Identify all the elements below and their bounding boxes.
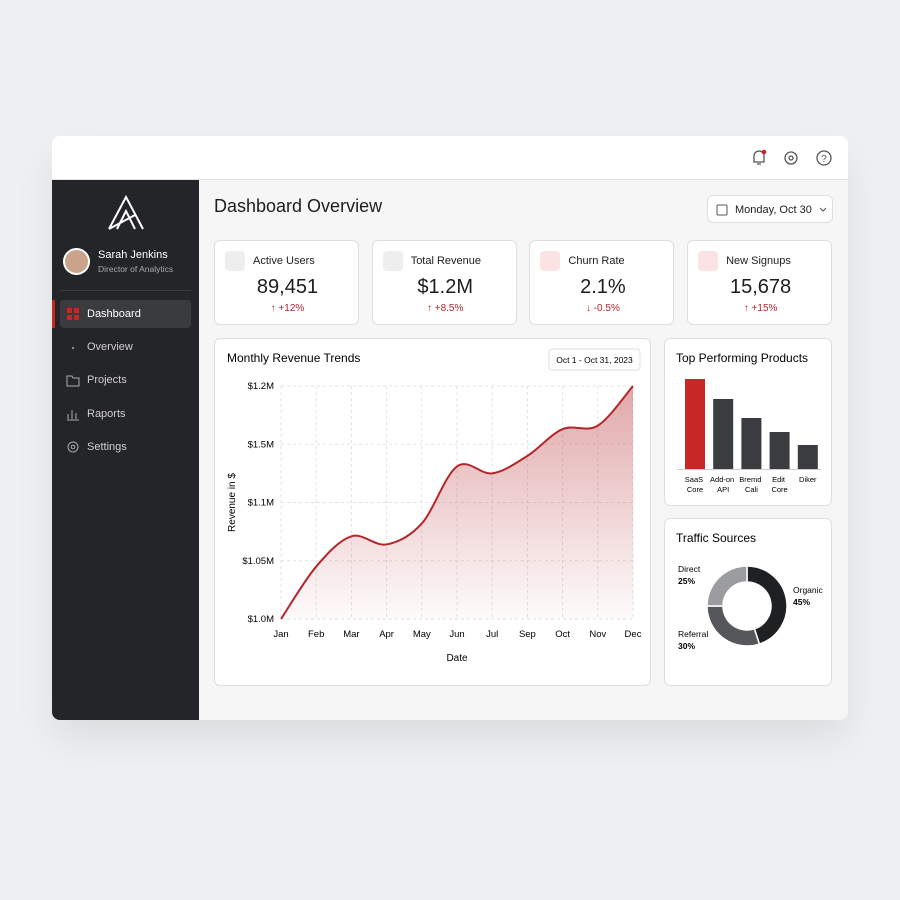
- x-tick-label: Nov: [589, 629, 606, 640]
- nav-item[interactable]: Projects: [87, 374, 127, 386]
- y-tick-label: $1.1M: [248, 498, 274, 509]
- bar: [713, 399, 734, 469]
- kpi-label: Active Users: [253, 255, 315, 267]
- y-tick-label: $1.0M: [248, 614, 274, 625]
- nav-item[interactable]: Raports: [87, 408, 126, 420]
- donut-chart: Traffic Sources Organic 45% Referral 30% Dire…: [676, 531, 824, 651]
- top-bar: ?: [52, 136, 848, 180]
- bar: [685, 379, 705, 469]
- slice-label: Organic: [793, 585, 824, 595]
- x-tick-label: Oct: [555, 629, 570, 640]
- slice-value: 45%: [793, 597, 810, 607]
- kpi-change-text: +12%: [278, 303, 305, 314]
- products-card: Top Performing Products SaaS Core Add-on A…: [664, 338, 832, 506]
- y-tick-label: $1.5M: [248, 439, 274, 450]
- area: [281, 386, 633, 619]
- chart-title: Monthly Revenue Trends: [227, 351, 360, 365]
- y-tick-label: $1.05M: [242, 556, 274, 567]
- nav-item[interactable]: Settings: [87, 441, 127, 453]
- bar-chart: Top Performing Products SaaS Core Add-on A…: [676, 351, 821, 494]
- user-role: Director of Analytics: [98, 264, 174, 274]
- kpi-card: Active Users 89,451 ↑ +12%: [214, 240, 359, 325]
- chart-title: Top Performing Products: [676, 351, 808, 365]
- x-tick-label: Mar: [343, 629, 359, 640]
- x-tick-label: Jul: [486, 629, 498, 640]
- date-text: Monday, Oct 30: [735, 204, 812, 216]
- kpi-change: ↓ -0.5%: [585, 303, 620, 314]
- kpi-card: Total Revenue $1.2M ↑ +8.5%: [371, 240, 517, 325]
- x-tick-label: Jan: [273, 629, 288, 640]
- chart-title: Traffic Sources: [676, 531, 756, 545]
- nav-item[interactable]: Overview: [87, 341, 133, 353]
- kpi-label: Total Revenue: [410, 255, 482, 267]
- slice-label: Direct: [678, 564, 701, 574]
- revenue-card: Monthly Revenue Trends Oct 1 - Oct 31, 20…: [214, 338, 651, 686]
- bar: [769, 432, 790, 469]
- x-tick-label: SaaS Core: [685, 475, 705, 494]
- x-tick-label: Bremd Cali: [739, 475, 763, 494]
- kpi-label: Churn Rate: [568, 255, 625, 267]
- x-tick-label: Jun: [449, 629, 464, 640]
- svg-text:?: ?: [821, 154, 827, 165]
- page-title: Dashboard Overview: [214, 196, 383, 216]
- kpi-label: New Signups: [726, 255, 791, 267]
- avatar: [63, 248, 90, 275]
- bar: [741, 418, 762, 469]
- kpi-change-text: +8.5%: [434, 303, 464, 314]
- date-range: Oct 1 - Oct 31, 2023: [556, 355, 633, 365]
- slice-value: 25%: [678, 576, 695, 586]
- y-tick-label: $1.2M: [248, 381, 274, 392]
- date-picker[interactable]: Monday, Oct 30: [707, 195, 833, 223]
- kpi-value: 2.1%: [580, 276, 626, 298]
- app-window: ? Sarah Jenkins Director of Analytics Da…: [52, 136, 848, 720]
- donut-slice: [706, 605, 761, 647]
- nav-item[interactable]: Dashboard: [60, 300, 191, 328]
- line: [280, 385, 634, 620]
- x-tick-label: Diker: [799, 475, 817, 484]
- x-tick-label: Edit Core: [771, 475, 787, 494]
- bar: [797, 445, 818, 469]
- user-name: Sarah Jenkins: [98, 249, 168, 261]
- kpi-card: Churn Rate 2.1% ↓ -0.5%: [529, 240, 675, 325]
- kpi-change-text: -0.5%: [593, 303, 620, 314]
- x-tick-label: May: [413, 629, 431, 640]
- x-tick-label: Feb: [308, 629, 324, 640]
- slice-label: Referral: [678, 629, 708, 639]
- traffic-card: Traffic Sources Organic 45% Referral 30% Dire…: [664, 518, 832, 686]
- donut-slice: [706, 565, 748, 607]
- x-axis-label: Date: [446, 653, 468, 664]
- nav-icons: [66, 308, 80, 453]
- line-chart: Monthly Revenue Trends Oct 1 - Oct 31, 20…: [227, 348, 642, 664]
- sidebar: Sarah Jenkins Director of Analytics Dash…: [52, 180, 199, 720]
- date-range-box: [548, 348, 641, 371]
- kpi-value: 15,678: [730, 276, 792, 298]
- kpi-value: 89,451: [256, 276, 319, 298]
- x-tick-label: Sep: [519, 629, 536, 640]
- slice-value: 30%: [678, 641, 695, 651]
- kpi-change: ↑ +8.5%: [426, 303, 464, 314]
- x-tick-label: Add-on API: [710, 475, 736, 494]
- header-icons[interactable]: ?: [748, 148, 838, 168]
- donut-slice: [746, 565, 788, 645]
- kpi-card: New Signups 15,678 ↑ +15%: [687, 240, 833, 325]
- x-tick-label: Apr: [379, 629, 394, 640]
- logo: [108, 195, 144, 230]
- kpi-change: ↑ +15%: [743, 303, 778, 314]
- x-tick-label: Dec: [625, 629, 642, 640]
- kpi-change: ↑ +12%: [270, 303, 305, 314]
- y-axis-label: Revenue in $: [227, 473, 238, 532]
- kpi-value: $1.2M: [417, 276, 473, 298]
- kpi-change-text: +15%: [751, 303, 778, 314]
